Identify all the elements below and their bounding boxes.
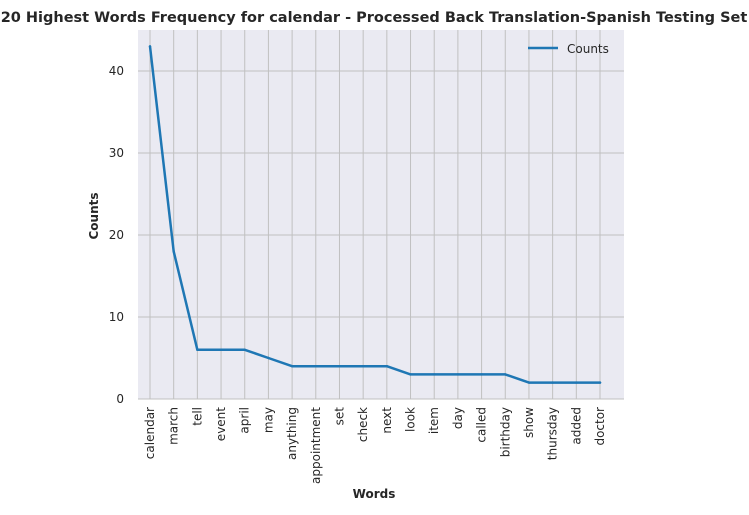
legend: Counts	[528, 42, 609, 56]
x-tick-label: show	[522, 407, 536, 438]
x-tick-label: look	[404, 407, 418, 432]
data-point	[267, 356, 270, 360]
y-tick-label: 10	[109, 310, 124, 324]
data-point	[361, 365, 365, 368]
data-point	[409, 373, 412, 376]
data-point	[598, 381, 602, 384]
x-tick-label: item	[427, 407, 441, 434]
x-tick-label: added	[569, 407, 583, 445]
x-tick-label: tell	[190, 407, 204, 426]
x-tick-labels: calendar march tell event april may anything ap…	[143, 407, 607, 484]
legend-label: Counts	[567, 42, 609, 56]
x-tick-label: april	[238, 407, 252, 434]
y-tick-label: 40	[109, 64, 124, 78]
x-tick-label: may	[261, 407, 275, 433]
data-point	[433, 373, 436, 376]
data-point	[196, 348, 199, 351]
x-tick-label: march	[167, 407, 181, 445]
data-point	[219, 348, 223, 351]
data-point	[504, 373, 507, 376]
x-tick-label: called	[475, 407, 489, 443]
data-point	[338, 365, 341, 368]
data-point	[527, 381, 531, 384]
series-line	[148, 45, 602, 384]
x-tick-label: doctor	[593, 407, 607, 446]
data-point	[243, 348, 246, 351]
series-layer	[148, 45, 602, 384]
plot-area	[138, 30, 624, 399]
data-point	[290, 365, 294, 368]
y-tick-labels: 0 10 20 30 40	[109, 64, 124, 406]
x-tick-label: appointment	[309, 407, 323, 484]
data-point	[314, 365, 317, 368]
x-tick-label: next	[380, 407, 394, 434]
x-tick-label: calendar	[143, 407, 157, 459]
x-tick-label: event	[214, 407, 228, 441]
x-tick-label: set	[332, 407, 346, 426]
y-tick-label: 30	[109, 146, 124, 160]
data-point	[480, 373, 483, 376]
y-tick-label: 0	[116, 392, 124, 406]
x-tick-label: day	[451, 407, 465, 429]
data-point	[575, 381, 578, 384]
x-tick-label: thursday	[546, 407, 560, 460]
data-point	[172, 250, 175, 253]
data-point	[456, 373, 460, 376]
y-axis-label: Counts	[87, 192, 101, 239]
x-tick-label: check	[356, 407, 370, 442]
data-point	[551, 381, 554, 384]
y-tick-label: 20	[109, 228, 124, 242]
chart-title: 20 Highest Words Frequency for calendar …	[1, 10, 748, 26]
data-point	[385, 365, 389, 368]
x-axis-label: Words	[353, 487, 396, 501]
data-point	[148, 45, 152, 48]
x-tick-label: birthday	[498, 407, 512, 457]
x-tick-label: anything	[285, 407, 299, 460]
grid-lines	[138, 30, 624, 400]
